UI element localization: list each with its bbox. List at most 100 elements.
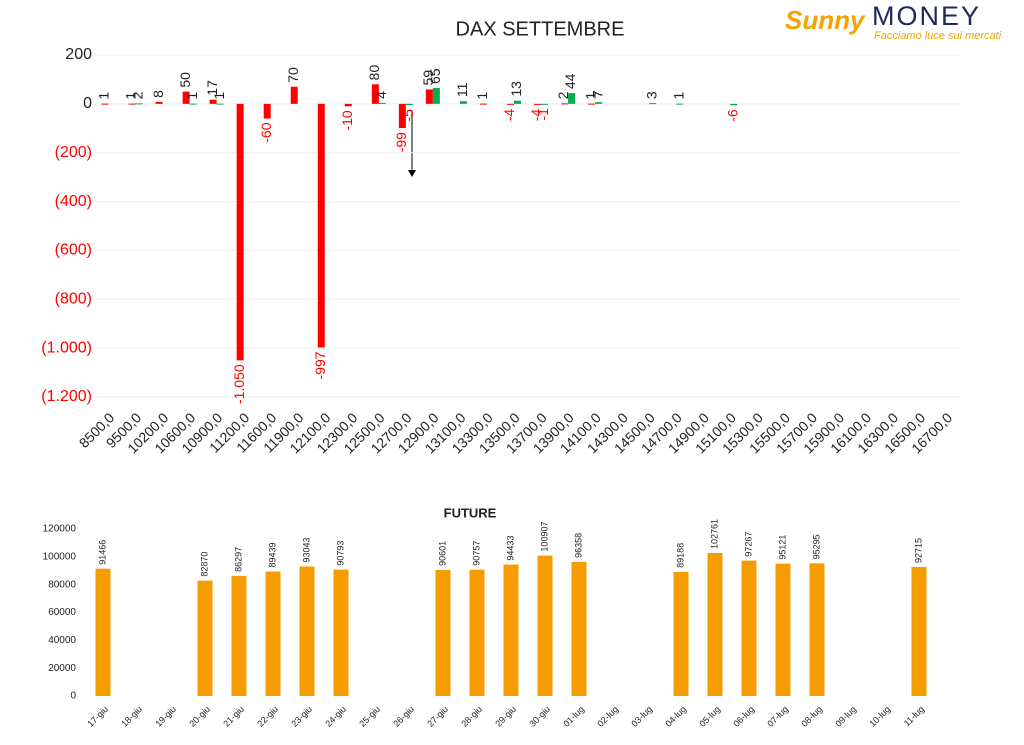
bar	[435, 569, 451, 696]
x-tick-label: 30-giu	[527, 704, 552, 729]
data-label: 65	[427, 68, 443, 84]
bar	[568, 93, 576, 104]
x-tick-label: 03-lug	[629, 704, 654, 729]
bar	[155, 101, 163, 104]
data-label: 1	[184, 92, 200, 100]
logo-tagline: Facciamo luce sui mercati	[874, 30, 1002, 42]
data-label: 90793	[335, 541, 345, 566]
bar	[595, 102, 603, 104]
bar	[398, 103, 406, 129]
bar	[432, 87, 440, 104]
data-label: 1	[96, 92, 112, 100]
bar	[265, 571, 281, 696]
y-tick-label: 120000	[43, 524, 77, 535]
data-label: 100907	[539, 522, 549, 552]
bar	[425, 89, 433, 104]
data-label: -99	[393, 132, 409, 152]
data-label: 59	[420, 70, 436, 86]
data-label: 86297	[233, 547, 243, 572]
bar	[317, 103, 325, 348]
data-label: -1	[535, 108, 551, 121]
data-label: 95121	[777, 535, 787, 560]
data-label: 1	[582, 92, 598, 100]
x-tick-label: 02-lug	[595, 704, 620, 729]
bar	[571, 561, 587, 696]
data-label: -6	[724, 109, 740, 122]
bar	[182, 91, 190, 104]
x-tick-label: 29-giu	[493, 704, 518, 729]
x-tick-label: 20-giu	[187, 704, 212, 729]
y-tick-label: (1.200)	[41, 388, 92, 405]
bar	[333, 569, 349, 696]
bar	[911, 566, 927, 696]
bar	[561, 103, 569, 105]
bar	[503, 564, 519, 696]
data-label: 89439	[267, 542, 277, 567]
x-tick-label: 05-lug	[697, 704, 722, 729]
bar	[730, 103, 738, 106]
x-tick-label: 19-giu	[153, 704, 178, 729]
logo-brand: Sunny	[785, 5, 866, 35]
y-tick-label: 40000	[48, 635, 76, 646]
bar	[101, 103, 109, 105]
data-label: 95295	[811, 534, 821, 559]
bar	[299, 566, 315, 696]
bar	[189, 103, 197, 105]
data-label: 1	[474, 92, 490, 100]
data-label: 17	[204, 80, 220, 96]
data-label: -60	[258, 122, 274, 142]
data-label: 8	[150, 90, 166, 98]
x-tick-label: 25-giu	[357, 704, 382, 729]
data-label: 89188	[675, 543, 685, 568]
data-label: -5	[400, 109, 416, 122]
bar	[741, 560, 757, 696]
x-tick-label: 09-lug	[833, 704, 858, 729]
x-tick-label: 01-lug	[561, 704, 586, 729]
data-label: 90757	[471, 541, 481, 566]
data-label: 2	[130, 91, 146, 99]
y-tick-label: 100000	[43, 551, 77, 562]
x-tick-label: 10-lug	[867, 704, 892, 729]
bar	[479, 103, 487, 105]
bar	[128, 103, 136, 105]
data-label: 3	[643, 91, 659, 99]
y-tick-label: (200)	[55, 144, 92, 161]
x-tick-label: 18-giu	[119, 704, 144, 729]
y-tick-label: (600)	[55, 242, 92, 259]
data-label: 1	[123, 92, 139, 100]
x-tick-label: 11-lug	[902, 704, 926, 728]
data-label: 70	[285, 67, 301, 83]
x-tick-label: 04-lug	[663, 704, 688, 729]
x-tick-label: 17-giu	[85, 704, 110, 729]
bar	[95, 568, 111, 696]
data-label: 7	[589, 90, 605, 98]
bar	[263, 103, 271, 119]
data-label: 1	[670, 92, 686, 100]
bar	[775, 563, 791, 696]
x-tick-label: 21-giu	[221, 704, 246, 729]
data-label: 13	[508, 81, 524, 97]
data-label: 96358	[573, 533, 583, 558]
x-tick-label: 22-giu	[255, 704, 280, 729]
data-label: -4	[528, 109, 544, 122]
x-tick-label: 27-giu	[425, 704, 450, 729]
data-label: -4	[501, 109, 517, 122]
bar	[649, 103, 657, 105]
data-label: 44	[562, 73, 578, 89]
bar	[541, 103, 549, 105]
bar	[378, 102, 386, 104]
bar	[537, 555, 553, 696]
y-tick-label: 200	[65, 46, 92, 63]
data-label: -10	[339, 110, 355, 130]
data-label: 1	[211, 92, 227, 100]
bar	[506, 103, 514, 105]
y-tick-label: (400)	[55, 193, 92, 210]
x-tick-label: 08-lug	[799, 704, 824, 729]
y-tick-label: 0	[83, 95, 92, 112]
x-tick-label: 07-lug	[765, 704, 790, 729]
data-label: 50	[177, 72, 193, 88]
bar	[135, 103, 143, 105]
bar	[588, 103, 596, 105]
bar	[405, 103, 413, 106]
